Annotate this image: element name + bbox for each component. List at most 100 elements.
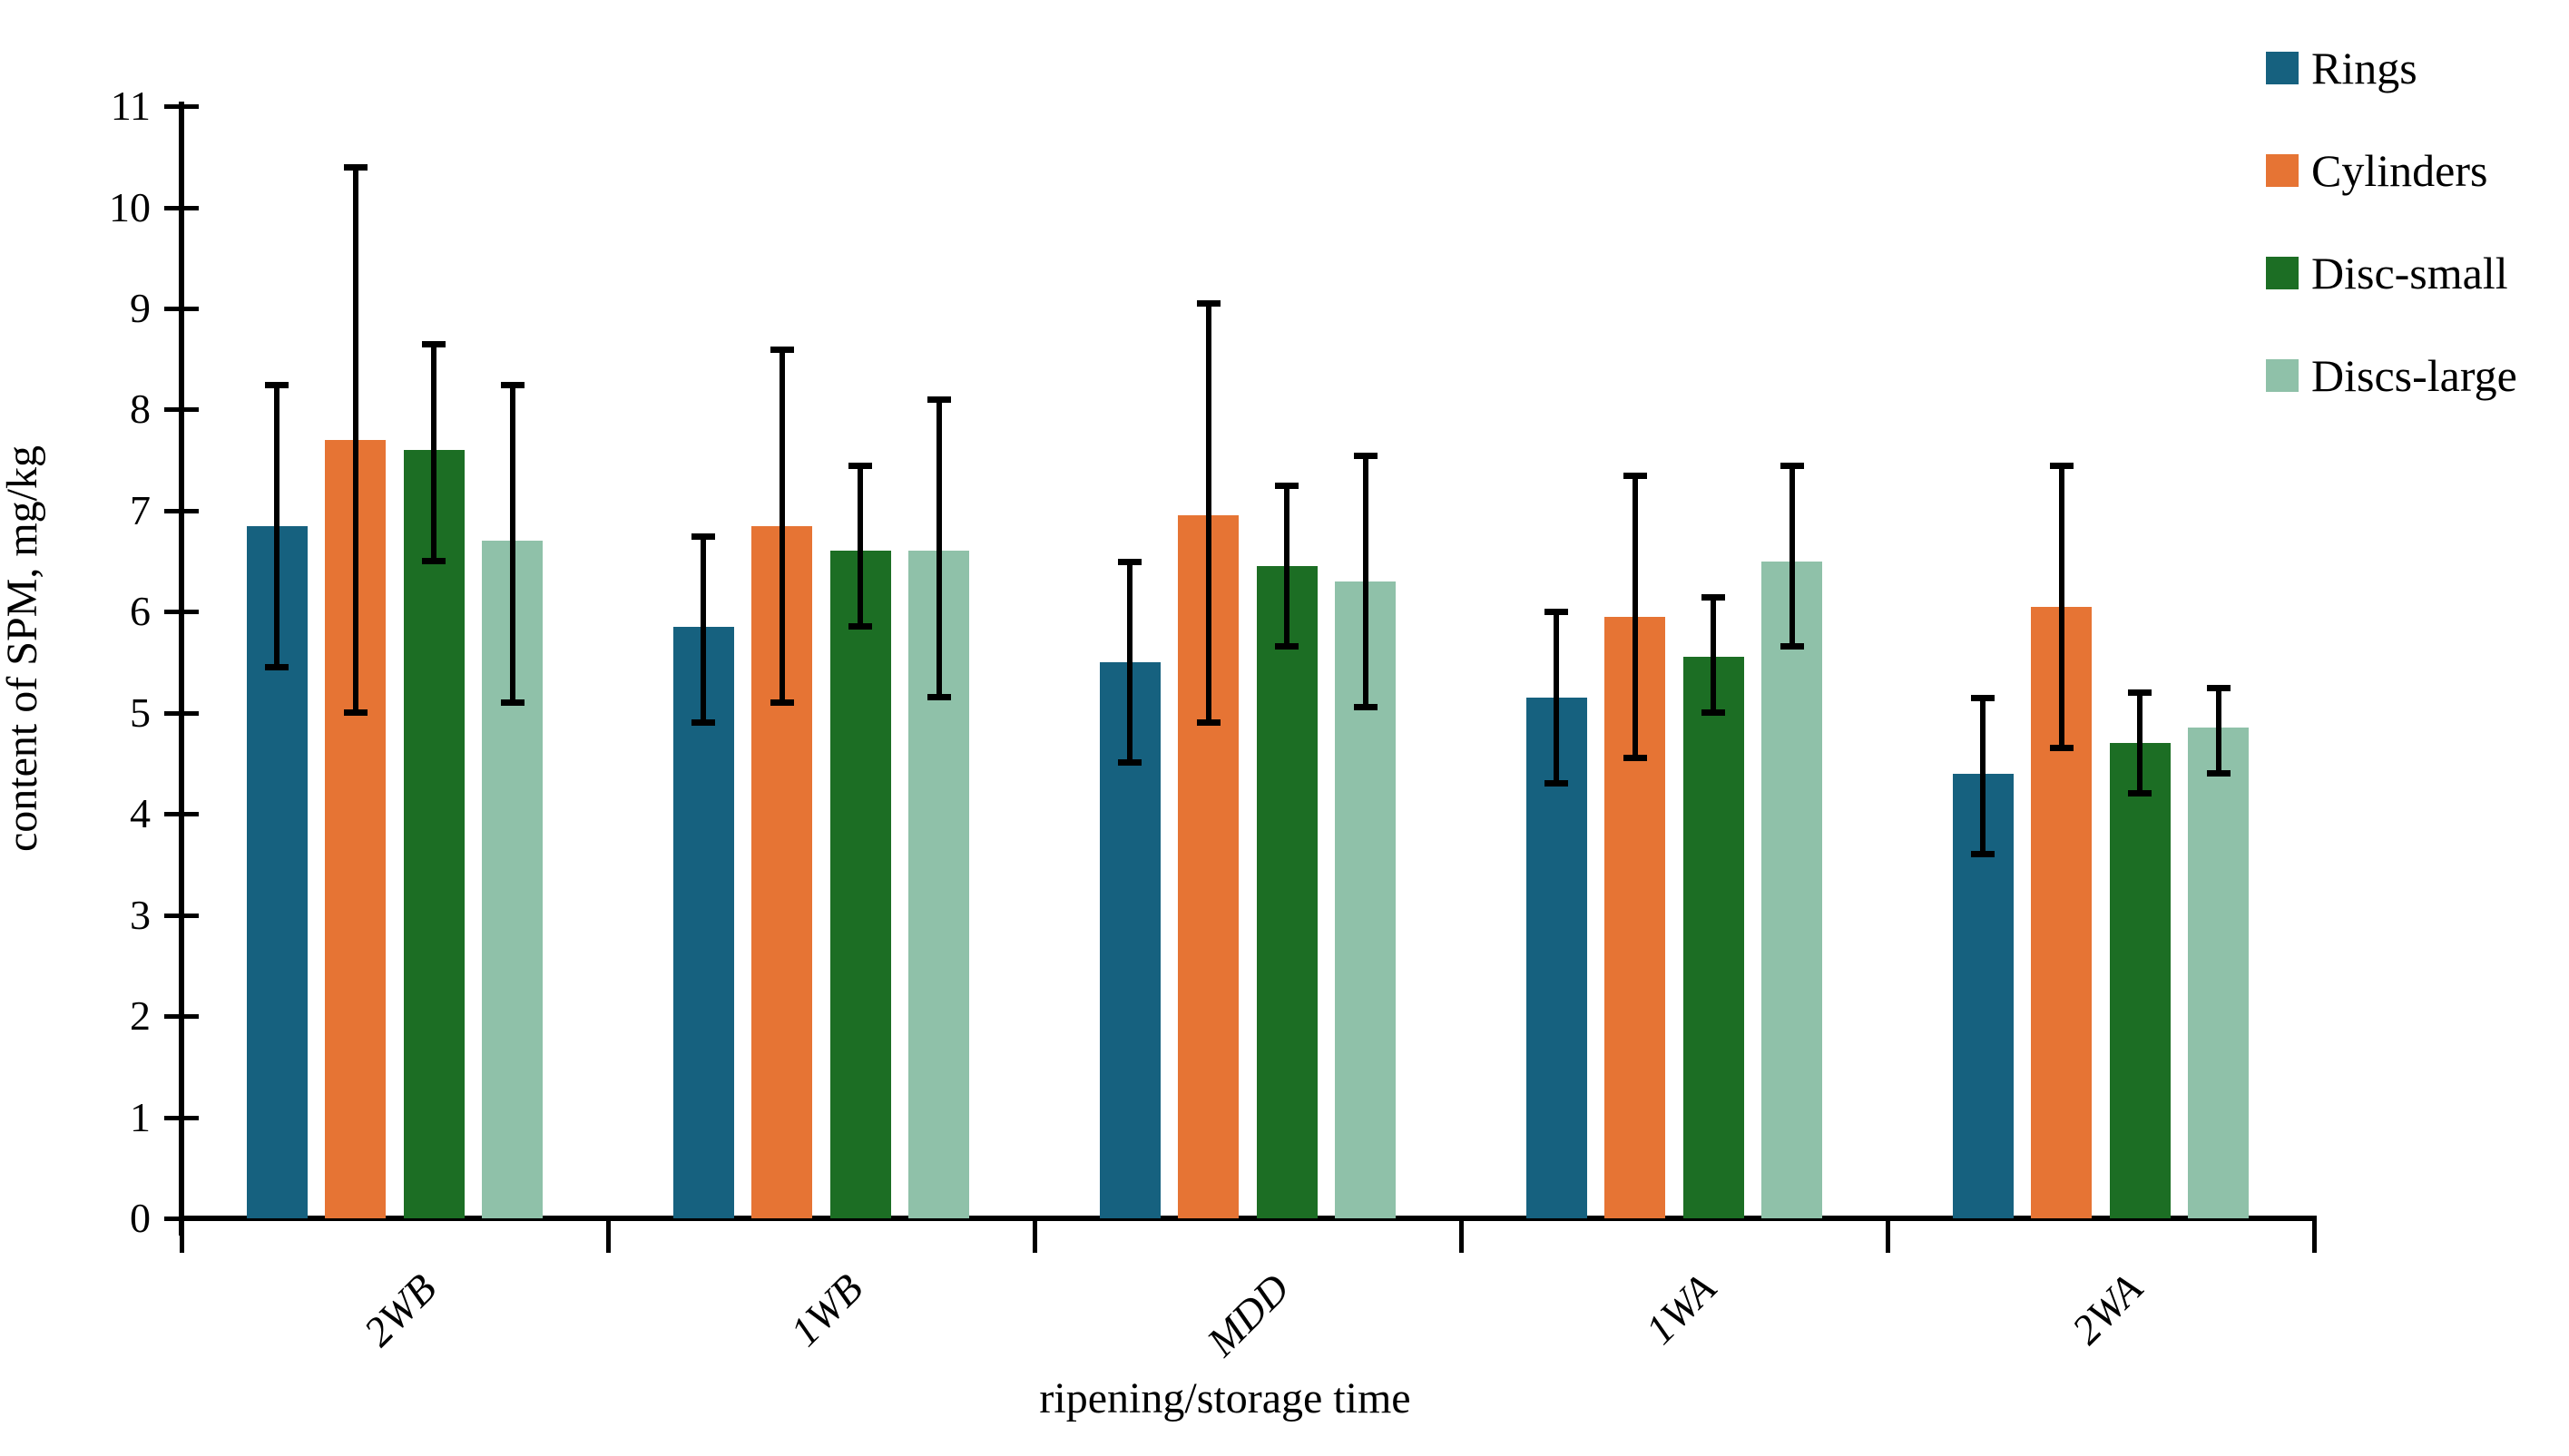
error-bar-cap-top [1971, 695, 1995, 702]
error-bar [779, 348, 785, 703]
legend-item-rings: Rings [2266, 43, 2417, 93]
error-bar-cap-bottom [1275, 643, 1299, 650]
error-bar-cap-bottom [1196, 718, 1221, 726]
error-bar [352, 166, 358, 713]
y-tick-mark [164, 508, 199, 513]
legend-swatch-cylinders [2266, 154, 2299, 187]
y-tick-label: 5 [130, 689, 151, 736]
error-bar [431, 343, 437, 562]
legend-label-discs-large: Discs-large [2311, 350, 2517, 401]
x-tick-mark [1459, 1218, 1464, 1253]
y-tick-label: 6 [130, 588, 151, 635]
error-bar-cap-top [927, 396, 951, 404]
y-tick-label: 9 [130, 284, 151, 331]
error-bar-cap-bottom [1701, 708, 1726, 716]
error-bar [1127, 561, 1133, 764]
x-category-label-2wb: 2WB [355, 1265, 446, 1355]
error-bar [2137, 692, 2143, 794]
y-tick-label: 8 [130, 386, 151, 433]
bar-disc-small-2wa [2109, 743, 2171, 1218]
error-bar [2058, 464, 2064, 748]
y-tick-label: 2 [130, 992, 151, 1040]
error-bar-cap-top [1544, 609, 1569, 616]
bar-discs-large-1wa [1761, 561, 1823, 1218]
error-bar [1554, 611, 1560, 784]
legend-swatch-disc-small [2266, 257, 2299, 289]
legend-item-disc-small: Disc-small [2266, 248, 2508, 298]
y-tick-label: 1 [130, 1093, 151, 1140]
x-category-label-1wa: 1WA [1636, 1265, 1725, 1353]
legend-item-discs-large: Discs-large [2266, 350, 2517, 401]
error-bar-cap-bottom [422, 557, 446, 564]
y-tick-label: 4 [130, 790, 151, 837]
error-bar-cap-bottom [1623, 754, 1647, 761]
x-category-label-1wb: 1WB [781, 1265, 872, 1355]
error-bar [936, 399, 942, 699]
error-bar-cap-bottom [2206, 769, 2231, 777]
error-bar-cap-bottom [848, 623, 873, 630]
error-bar-cap-top [265, 381, 289, 388]
legend-label-disc-small: Disc-small [2311, 248, 2508, 298]
error-bar-cap-top [1275, 482, 1299, 489]
error-bar-cap-top [1196, 300, 1221, 308]
y-tick-mark [164, 1115, 199, 1120]
x-category-label-mdd: MDD [1198, 1265, 1299, 1365]
error-bar-cap-top [848, 462, 873, 469]
error-bar-cap-top [1623, 472, 1647, 479]
y-tick-mark [164, 812, 199, 817]
y-axis-title: content of SPM, mg/kg [0, 445, 46, 853]
x-tick-mark [180, 1218, 184, 1253]
x-category-label-2wa: 2WA [2063, 1265, 2152, 1353]
y-axis-line [179, 102, 184, 1236]
error-bar-cap-top [1353, 452, 1378, 459]
error-bar-cap-top [691, 533, 716, 540]
error-bar-cap-bottom [1780, 643, 1804, 650]
y-tick-label: 3 [130, 891, 151, 938]
error-bar-cap-top [2206, 684, 2231, 691]
error-bar-cap-bottom [343, 708, 368, 716]
error-bar-cap-top [770, 346, 794, 353]
x-axis-line [179, 1216, 2317, 1221]
y-tick-mark [164, 710, 199, 716]
y-tick-mark [164, 306, 199, 311]
error-bar [1284, 484, 1290, 648]
error-bar [1205, 303, 1211, 723]
y-tick-mark [164, 104, 199, 110]
error-bar [509, 384, 515, 703]
error-bar [858, 464, 864, 627]
error-bar [1711, 596, 1717, 713]
error-bar-cap-top [500, 381, 525, 388]
y-tick-label: 0 [130, 1195, 151, 1241]
error-bar-cap-bottom [1118, 759, 1142, 767]
bar-disc-small-2wb [403, 449, 465, 1218]
y-tick-label: 7 [130, 486, 151, 533]
error-bar-cap-bottom [1353, 704, 1378, 711]
x-tick-mark [1886, 1218, 1890, 1253]
error-bar-cap-top [2049, 462, 2074, 469]
error-bar-cap-bottom [265, 663, 289, 670]
bar-discs-large-2wa [2188, 728, 2250, 1218]
legend-item-cylinders: Cylinders [2266, 145, 2487, 196]
error-bar-cap-top [1118, 558, 1142, 565]
legend-label-cylinders: Cylinders [2311, 145, 2488, 196]
y-tick-mark [164, 610, 199, 615]
error-bar [1632, 474, 1638, 758]
error-bar [1362, 454, 1368, 708]
error-bar-cap-bottom [1971, 850, 1995, 857]
error-bar-cap-bottom [927, 694, 951, 701]
bar-disc-small-1wa [1682, 657, 1744, 1218]
error-bar-cap-bottom [1544, 779, 1569, 787]
bar-disc-small-1wb [829, 551, 891, 1218]
error-bar-cap-bottom [2128, 789, 2152, 796]
error-bar-cap-top [1701, 593, 1726, 601]
x-tick-mark [2312, 1218, 2317, 1253]
error-bar-cap-top [1780, 462, 1804, 469]
error-bar [1789, 464, 1795, 648]
y-tick-mark [164, 1014, 199, 1020]
error-bar-cap-top [343, 163, 368, 171]
error-bar [274, 384, 280, 668]
error-bar-cap-top [2128, 689, 2152, 697]
y-tick-mark [164, 913, 199, 918]
error-bar-cap-bottom [500, 699, 525, 706]
